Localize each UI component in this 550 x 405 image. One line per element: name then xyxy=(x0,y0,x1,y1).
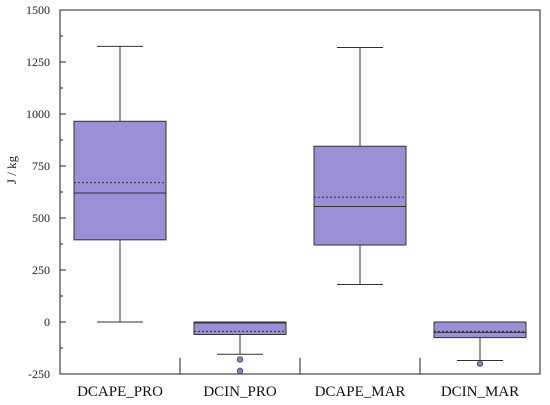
box-group xyxy=(193,321,287,375)
x-category-label: DCIN_MAR xyxy=(441,384,519,400)
iqr-box xyxy=(73,120,167,241)
outlier-point xyxy=(236,367,244,375)
x-category-label: DCAPE_PRO xyxy=(77,384,163,400)
y-tick-label: 750 xyxy=(32,159,50,173)
y-tick-label: -250 xyxy=(28,367,50,381)
y-axis: -250 0 250 500 750 1000 1250 1500 xyxy=(26,3,66,381)
y-tick-label: 1500 xyxy=(26,3,50,17)
box-group xyxy=(313,46,407,286)
y-tick-label: 1250 xyxy=(26,55,50,69)
outlier-point xyxy=(236,356,244,363)
iqr-box xyxy=(433,321,527,339)
y-tick-label: 250 xyxy=(32,263,50,277)
outlier-point xyxy=(476,360,484,367)
x-category-label: DCAPE_MAR xyxy=(315,384,406,400)
x-axis: DCAPE_PRO DCIN_PRO DCAPE_MAR DCIN_MAR xyxy=(77,358,519,400)
box-group xyxy=(433,321,527,367)
boxes xyxy=(73,45,527,375)
y-axis-title: J / kg xyxy=(4,155,19,184)
y-tick-label: 0 xyxy=(44,315,50,329)
y-tick-label: 1000 xyxy=(26,107,50,121)
x-category-label: DCIN_PRO xyxy=(203,384,277,400)
iqr-box xyxy=(193,321,287,335)
iqr-box xyxy=(313,145,407,246)
y-tick-label: 500 xyxy=(32,211,50,225)
box-group xyxy=(73,45,167,323)
